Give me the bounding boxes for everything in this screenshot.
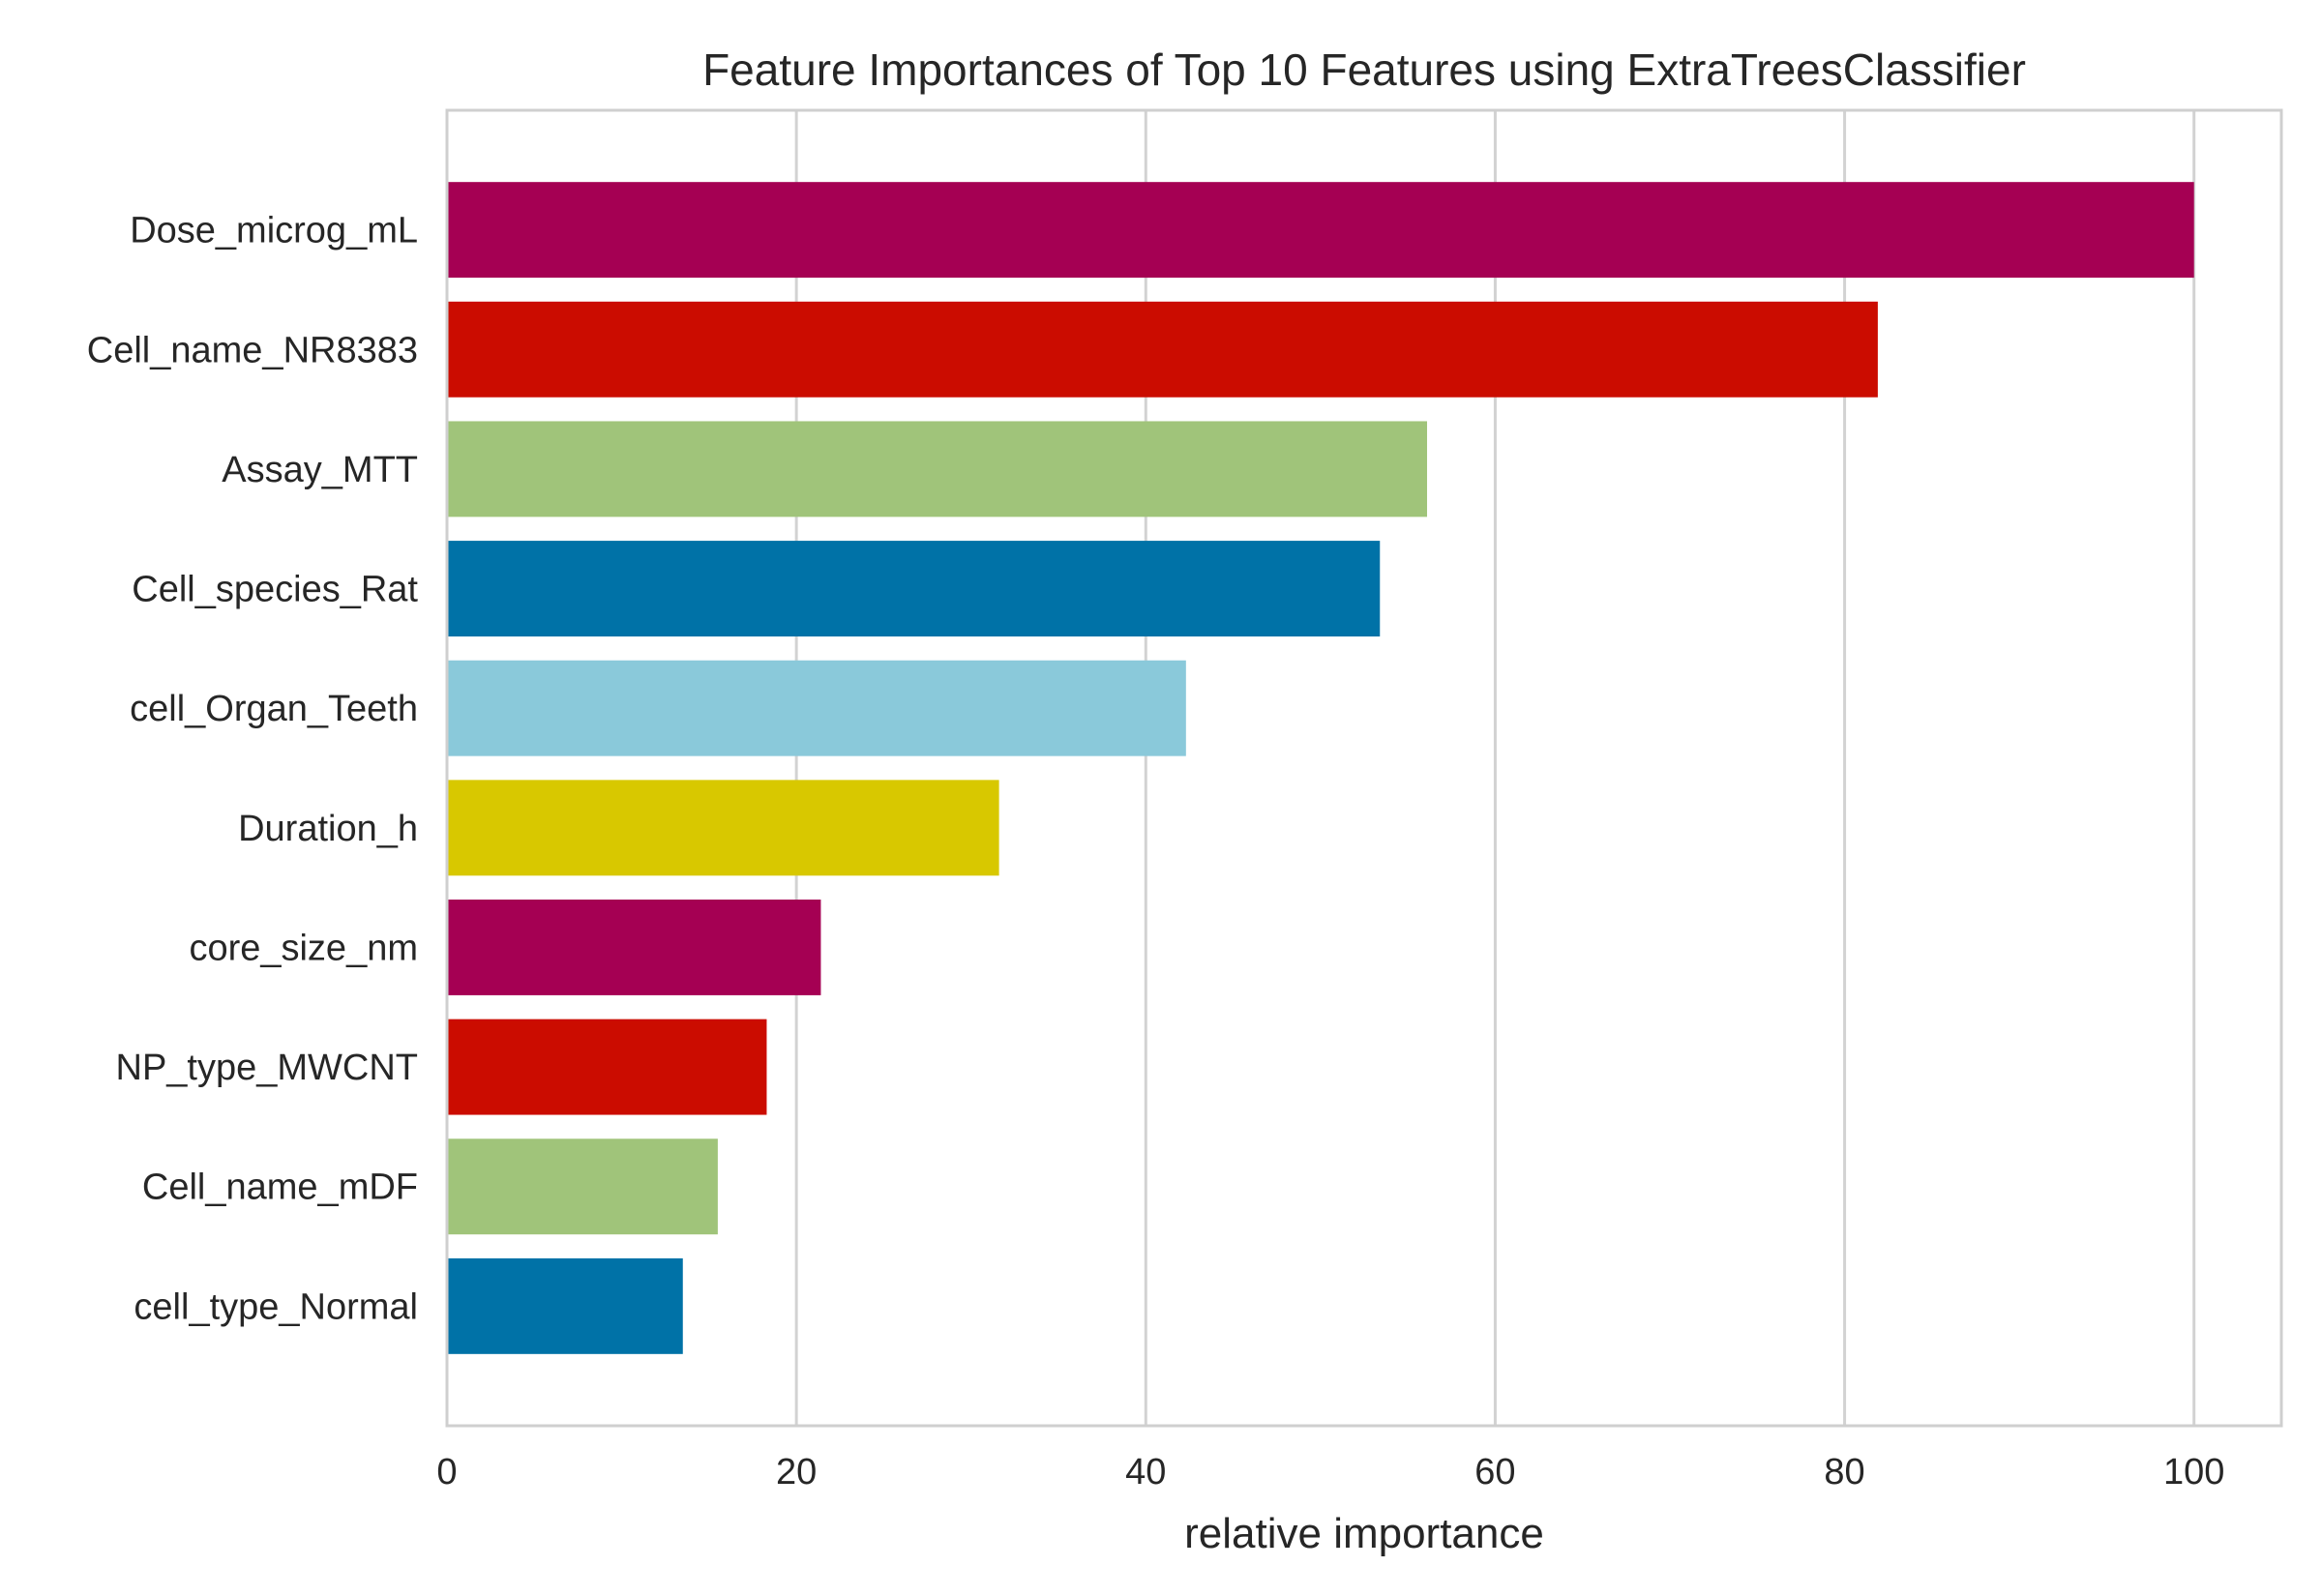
y-tick-labels: Dose_microg_mL Cell_name_NR8383 Assay_MTT C… [87, 211, 419, 1328]
y-tick-label: Duration_h [238, 809, 418, 849]
x-tick-label: 80 [1824, 1452, 1864, 1493]
bar-cell-name-mdf [447, 1138, 718, 1235]
x-tick-label: 60 [1474, 1452, 1515, 1493]
x-tick-label: 40 [1125, 1452, 1166, 1493]
x-tick-label: 100 [2163, 1452, 2224, 1493]
plot-frame [445, 108, 2283, 1428]
chart-title: Feature Importances of Top 10 Features u… [702, 44, 2026, 95]
y-tick-label: Cell_species_Rat [132, 570, 418, 610]
bar-cell-species-rat [447, 541, 1381, 636]
y-tick-label: cell_Organ_Teeth [130, 689, 418, 729]
bar-cell-name-nr8383 [447, 301, 1878, 398]
x-tick-labels: 0 20 40 60 80 100 [436, 1452, 2224, 1493]
x-tick-label: 20 [776, 1452, 817, 1493]
bar-core-size-nm [447, 900, 821, 995]
bar-duration-h [447, 780, 999, 876]
y-tick-label: cell_type_Normal [134, 1286, 418, 1327]
y-tick-label: Dose_microg_mL [130, 211, 418, 251]
bar-assay-mtt [447, 421, 1428, 517]
bar-cell-type-normal [447, 1257, 683, 1354]
bar-cell-organ-teeth [447, 660, 1186, 756]
y-tick-label: NP_type_MWCNT [116, 1048, 419, 1088]
bars [447, 182, 2194, 1354]
bar-dose-microg-ml [447, 182, 2194, 279]
x-tick-label: 0 [436, 1452, 457, 1493]
bar-np-type-mwcnt [447, 1019, 767, 1115]
x-axis-label: relative importance [1184, 1510, 1544, 1557]
y-tick-label: Cell_name_mDF [142, 1167, 418, 1208]
y-tick-label: Cell_name_NR8383 [87, 330, 418, 370]
y-tick-label: Assay_MTT [222, 450, 418, 490]
y-tick-label: core_size_nm [189, 928, 418, 968]
